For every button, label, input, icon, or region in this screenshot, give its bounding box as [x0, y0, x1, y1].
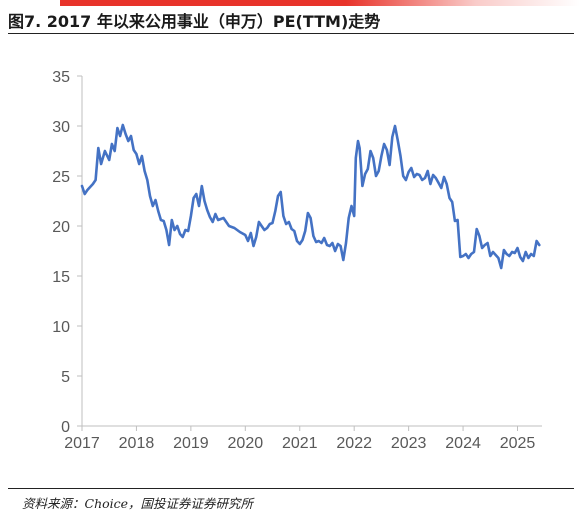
x-tick-label: 2021	[282, 435, 318, 452]
x-axis: 2017 2018 2019 2020 2021 2022 2023 2024 2025	[64, 425, 542, 452]
source-note: 资料来源：Choice，国投证券证券研究所	[22, 496, 254, 511]
y-tick-label: 25	[52, 169, 70, 186]
y-axis: 0 5 10 15 20 25 30 35	[52, 69, 83, 436]
x-tick-label: 2025	[500, 435, 536, 452]
y-tick-label: 10	[52, 319, 70, 336]
header-accent-bar	[60, 0, 580, 6]
y-tick-label: 5	[61, 369, 70, 386]
y-tick-label: 30	[52, 119, 70, 136]
y-tick-label: 0	[61, 419, 70, 436]
x-tick-label: 2020	[228, 435, 264, 452]
title-divider	[8, 33, 574, 34]
x-tick-label: 2017	[64, 435, 100, 452]
page-title: 图7. 2017 年以来公用事业（申万）PE(TTM)走势	[8, 12, 381, 31]
x-tick-label: 2022	[336, 435, 372, 452]
x-tick-label: 2019	[173, 435, 209, 452]
y-tick-label: 20	[52, 219, 70, 236]
x-tick-label: 2024	[445, 435, 481, 452]
y-tick-label: 15	[52, 269, 70, 286]
pe-series-line	[80, 123, 541, 270]
x-tick-label: 2018	[119, 435, 155, 452]
y-tick-label: 35	[52, 69, 70, 86]
source-divider	[8, 488, 574, 489]
x-tick-label: 2023	[391, 435, 427, 452]
